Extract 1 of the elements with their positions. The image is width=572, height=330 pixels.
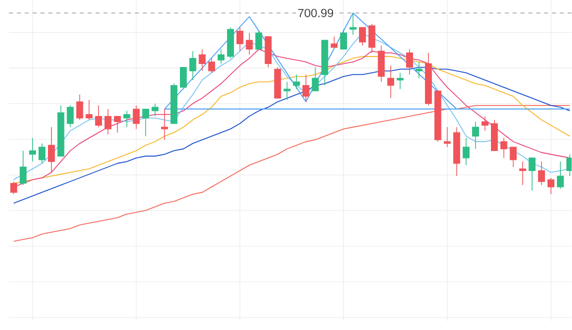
annotation: 700.99 [298,8,334,18]
